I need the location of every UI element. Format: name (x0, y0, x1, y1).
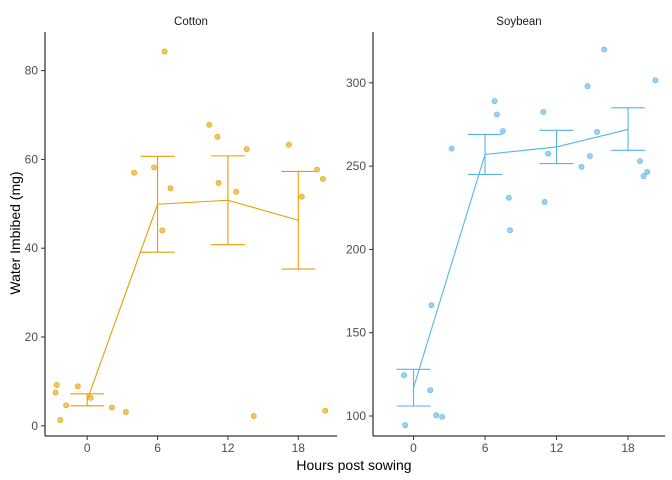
error-bar (611, 107, 646, 151)
data-point (500, 128, 506, 135)
data-point (108, 404, 115, 411)
data-point (167, 185, 174, 192)
x-tick-label: 18 (292, 441, 306, 455)
data-point (505, 194, 512, 201)
data-point (587, 153, 593, 160)
x-tick-label: 12 (550, 441, 564, 455)
x-tick-label: 0 (410, 441, 417, 455)
data-point (243, 146, 250, 153)
data-point (439, 413, 446, 420)
y-tick-label: 60 (25, 152, 39, 166)
y-tick-label: 100 (346, 409, 366, 423)
data-point (428, 302, 435, 309)
y-tick-label: 200 (346, 242, 366, 256)
data-point (652, 77, 659, 84)
panel-title: Cotton (174, 16, 208, 28)
data-point (206, 121, 213, 128)
data-point (584, 83, 591, 90)
y-axis-title: Water Imbibed (mg) (7, 171, 23, 294)
error-bar (539, 129, 574, 165)
data-point (594, 129, 600, 135)
data-point (74, 383, 81, 390)
data-point (578, 164, 585, 170)
y-tick-label: 300 (346, 76, 366, 90)
data-point (233, 188, 240, 195)
error-bar (70, 393, 105, 407)
y-tick-label: 150 (346, 326, 366, 340)
data-point (507, 227, 513, 234)
data-point (214, 133, 221, 140)
data-point (427, 387, 434, 394)
x-axis-title: Hours post sowing (296, 457, 411, 473)
y-tick-label: 0 (31, 419, 38, 433)
data-point (541, 199, 548, 205)
data-point (494, 111, 500, 118)
data-point (448, 145, 455, 152)
error-bar (210, 155, 245, 246)
data-point (640, 173, 647, 180)
data-point (215, 180, 222, 186)
data-point (314, 166, 320, 173)
x-tick-label: 0 (84, 441, 91, 455)
data-point (320, 176, 326, 182)
data-point (286, 141, 292, 148)
data-point (298, 193, 305, 200)
y-tick-label: 40 (25, 241, 39, 255)
data-point (57, 417, 64, 423)
mean-line (412, 128, 629, 388)
data-point (637, 158, 643, 165)
data-point (159, 227, 166, 234)
data-point (63, 402, 70, 409)
y-tick-label: 250 (346, 159, 366, 173)
x-tick-label: 12 (221, 441, 235, 455)
data-point (491, 98, 498, 105)
y-tick-label: 80 (25, 64, 39, 78)
data-point (53, 382, 60, 388)
data-point (52, 389, 59, 396)
data-point (540, 109, 547, 115)
data-point (401, 372, 407, 379)
panel-soybean: Soybean 100 150 200 250 300 0 6 12 18 (346, 16, 665, 455)
x-tick-label: 18 (621, 441, 635, 455)
data-point (131, 169, 138, 176)
x-tick-label: 6 (154, 441, 161, 455)
data-point (123, 409, 129, 415)
data-point (601, 46, 608, 53)
error-bar (396, 368, 431, 407)
data-point (545, 150, 552, 157)
data-point (250, 413, 257, 419)
data-point (433, 412, 440, 419)
error-bar (468, 133, 503, 175)
data-point (161, 48, 168, 55)
panel-title: Soybean (496, 16, 541, 28)
error-bar (140, 155, 175, 253)
data-point (644, 169, 651, 175)
data-point (151, 164, 157, 171)
error-bar (281, 170, 316, 270)
panel-cotton: Cotton 0 20 40 60 80 0 6 12 18 (25, 16, 337, 455)
y-tick-label: 20 (25, 330, 39, 344)
data-point (402, 422, 409, 429)
x-tick-label: 6 (482, 441, 489, 455)
data-point (322, 407, 329, 414)
mean-line (86, 199, 299, 401)
